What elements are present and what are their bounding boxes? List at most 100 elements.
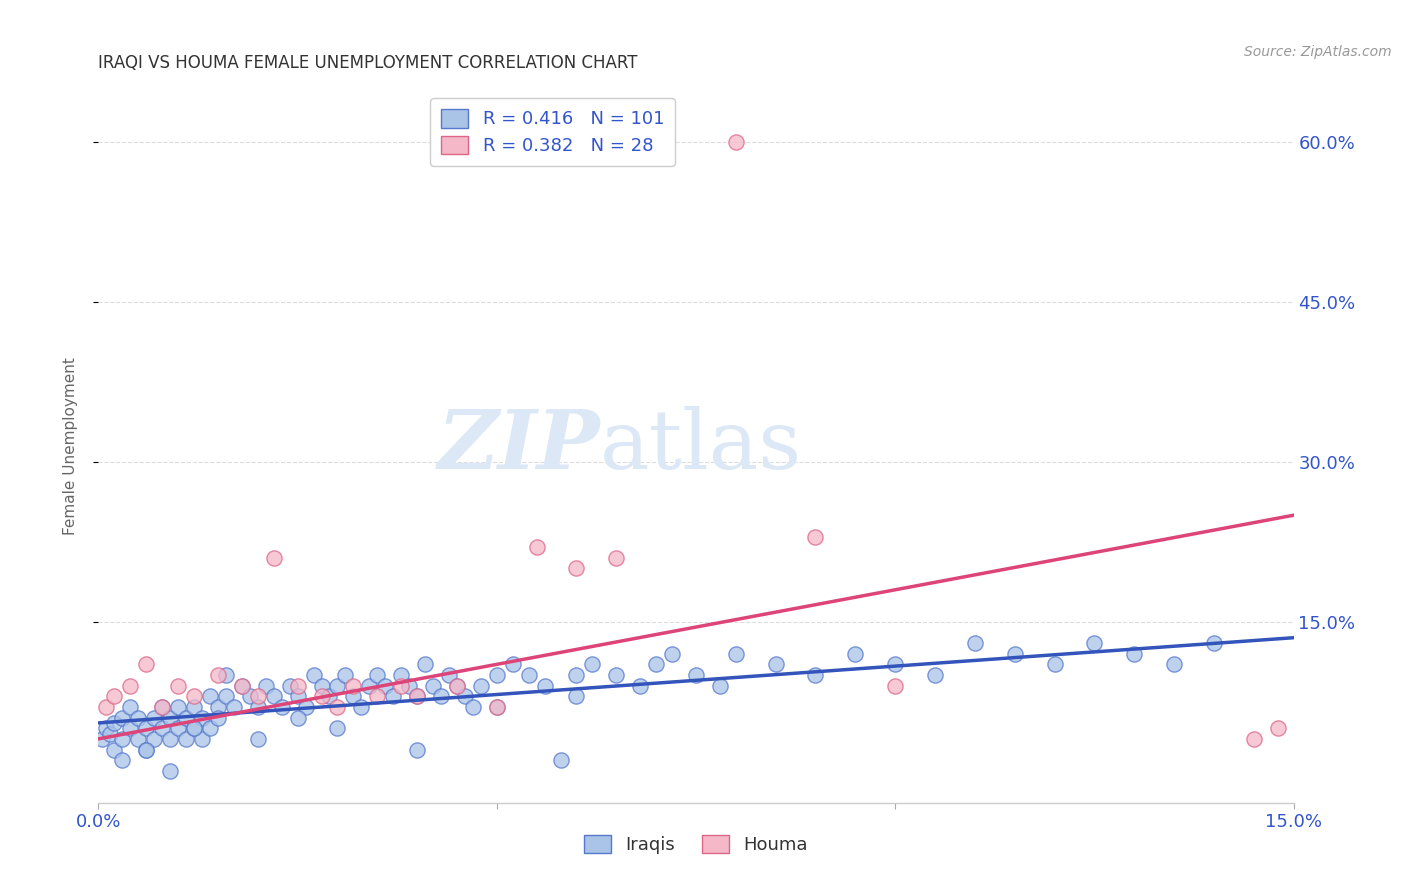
Point	[366, 668, 388, 682]
Text: atlas: atlas	[600, 406, 803, 486]
Point	[382, 690, 405, 704]
Point	[96, 721, 118, 735]
Point	[366, 690, 388, 704]
Point	[844, 647, 866, 661]
Point	[406, 690, 429, 704]
Point	[645, 657, 668, 672]
Point	[502, 657, 524, 672]
Point	[183, 700, 205, 714]
Point	[406, 742, 429, 756]
Point	[207, 710, 229, 724]
Point	[246, 700, 269, 714]
Point	[120, 679, 142, 693]
Point	[326, 700, 349, 714]
Point	[311, 690, 333, 704]
Point	[550, 753, 572, 767]
Point	[884, 679, 907, 693]
Point	[191, 731, 214, 746]
Point	[167, 721, 190, 735]
Text: IRAQI VS HOUMA FEMALE UNEMPLOYMENT CORRELATION CHART: IRAQI VS HOUMA FEMALE UNEMPLOYMENT CORRE…	[98, 54, 638, 72]
Point	[159, 764, 181, 778]
Point	[470, 679, 492, 693]
Point	[1163, 657, 1185, 672]
Point	[389, 668, 412, 682]
Point	[174, 710, 197, 724]
Point	[270, 700, 292, 714]
Point	[709, 679, 731, 693]
Point	[454, 690, 477, 704]
Point	[263, 550, 285, 565]
Point	[884, 657, 907, 672]
Point	[389, 679, 412, 693]
Point	[565, 561, 588, 575]
Point	[98, 726, 122, 740]
Point	[159, 731, 181, 746]
Point	[430, 690, 453, 704]
Point	[765, 657, 787, 672]
Point	[318, 690, 340, 704]
Point	[159, 710, 181, 724]
Point	[294, 700, 316, 714]
Point	[111, 710, 134, 724]
Point	[111, 731, 134, 746]
Point	[103, 742, 125, 756]
Point	[963, 636, 986, 650]
Point	[150, 700, 173, 714]
Point	[222, 700, 245, 714]
Point	[485, 700, 508, 714]
Point	[215, 668, 238, 682]
Point	[398, 679, 420, 693]
Point	[198, 690, 221, 704]
Point	[103, 690, 125, 704]
Point	[278, 679, 301, 693]
Point	[605, 668, 627, 682]
Point	[485, 700, 508, 714]
Point	[215, 690, 238, 704]
Point	[724, 647, 747, 661]
Point	[924, 668, 946, 682]
Point	[628, 679, 651, 693]
Point	[231, 679, 253, 693]
Point	[135, 742, 157, 756]
Point	[437, 668, 460, 682]
Point	[207, 700, 229, 714]
Point	[302, 668, 325, 682]
Point	[96, 700, 118, 714]
Point	[342, 679, 364, 693]
Point	[167, 700, 190, 714]
Point	[1043, 657, 1066, 672]
Point	[342, 690, 364, 704]
Point	[533, 679, 555, 693]
Point	[287, 710, 309, 724]
Point	[246, 690, 269, 704]
Point	[287, 690, 309, 704]
Point	[326, 721, 349, 735]
Point	[485, 668, 508, 682]
Point	[1267, 721, 1289, 735]
Point	[91, 731, 114, 746]
Point	[135, 657, 157, 672]
Point	[804, 668, 827, 682]
Point	[311, 679, 333, 693]
Point	[183, 690, 205, 704]
Point	[183, 721, 205, 735]
Point	[120, 700, 142, 714]
Point	[183, 721, 205, 735]
Point	[1004, 647, 1026, 661]
Point	[565, 690, 588, 704]
Point	[326, 679, 349, 693]
Point	[350, 700, 373, 714]
Point	[422, 679, 444, 693]
Point	[174, 731, 197, 746]
Legend: Iraqis, Houma: Iraqis, Houma	[572, 824, 820, 865]
Y-axis label: Female Unemployment: Female Unemployment	[63, 357, 77, 535]
Point	[581, 657, 603, 672]
Point	[103, 715, 125, 730]
Point	[111, 753, 134, 767]
Text: Source: ZipAtlas.com: Source: ZipAtlas.com	[1244, 45, 1392, 59]
Point	[231, 679, 253, 693]
Point	[143, 731, 166, 746]
Point	[167, 679, 190, 693]
Point	[406, 690, 429, 704]
Point	[287, 679, 309, 693]
